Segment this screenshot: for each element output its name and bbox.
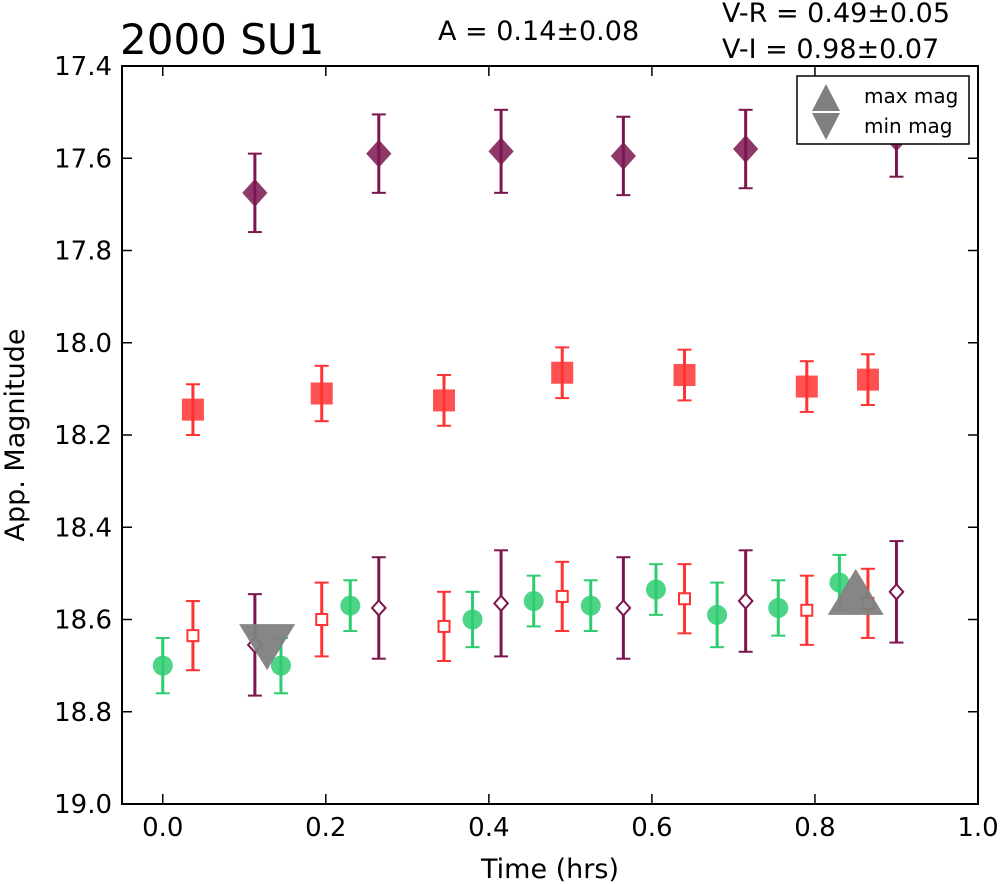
point-s3-square-4 (673, 364, 696, 387)
amplitude-label: A = 0.14±0.08 (438, 16, 639, 47)
point-s3-square-2 (433, 389, 456, 412)
max-mag-marker (827, 568, 884, 615)
y-tick-label-4: 18.2 (54, 421, 112, 451)
point-s0-circle-7 (707, 604, 728, 625)
point-s3-square-0 (181, 398, 204, 421)
point-s3-square-3 (551, 361, 574, 384)
point-s1-square-5 (800, 603, 814, 617)
point-s0-circle-4 (523, 591, 544, 612)
x-tick-label-0: 0.0 (142, 813, 183, 843)
x-tick-label-3: 0.6 (631, 813, 672, 843)
x-tick-label-2: 0.4 (468, 813, 509, 843)
legend-max-label: max mag (864, 84, 958, 108)
y-tick-label-5: 18.4 (54, 513, 112, 543)
y-tick-label-1: 17.6 (54, 144, 112, 174)
legend-min-label: min mag (864, 114, 953, 138)
y-tick-label-0: 17.4 (54, 52, 112, 82)
y-tick-label-2: 17.8 (54, 237, 112, 267)
chart-title: 2000 SU1 (120, 15, 324, 64)
legend-min-marker (812, 113, 840, 140)
point-s1-square-1 (315, 613, 329, 626)
point-s1-square-0 (186, 629, 200, 643)
y-axis-label: App. Magnitude (0, 329, 31, 542)
legend-max-marker (812, 84, 840, 111)
point-s0-circle-0 (152, 655, 173, 676)
point-s3-square-1 (310, 382, 333, 405)
point-s0-circle-2 (340, 595, 361, 616)
point-s2-diamond-1 (370, 598, 387, 617)
point-s1-square-2 (437, 619, 451, 633)
point-s0-circle-6 (645, 579, 666, 600)
point-s0-circle-3 (462, 609, 483, 630)
y-tick-label-8: 19.0 (54, 790, 112, 820)
point-s4-diamond-4 (733, 135, 759, 164)
point-s3-square-6 (856, 368, 879, 391)
point-s4-diamond-0 (242, 178, 268, 207)
point-s0-circle-1 (270, 655, 291, 676)
point-s0-circle-8 (768, 597, 789, 618)
axis-ticks: 0.0 0.2 0.4 0.6 0.8 1.0 17.4 17.6 17.8 18.0 18.2 18… (54, 52, 999, 843)
point-s3-square-5 (795, 375, 818, 398)
y-tick-label-6: 18.6 (54, 606, 112, 636)
legend: max mag min mag (796, 75, 970, 145)
point-s4-diamond-2 (488, 137, 514, 166)
x-tick-label-4: 0.8 (794, 813, 835, 843)
point-s2-diamond-4 (737, 592, 754, 611)
point-s2-diamond-3 (615, 598, 632, 617)
x-axis-label: Time (hrs) (480, 854, 619, 884)
point-s1-square-3 (555, 589, 569, 603)
point-s2-diamond-2 (492, 594, 510, 613)
y-tick-label-3: 18.0 (54, 329, 112, 359)
point-s2-diamond-5 (888, 582, 905, 601)
x-tick-label-5: 1.0 (957, 813, 998, 843)
x-tick-label-1: 0.2 (305, 813, 346, 843)
point-s0-circle-5 (580, 595, 601, 616)
y-tick-label-7: 18.8 (54, 698, 112, 728)
point-s1-square-4 (678, 592, 692, 606)
color-index-vr: V-R = 0.49±0.05 (722, 0, 950, 29)
min-mag-marker (239, 624, 296, 671)
color-index-vi: V-I = 0.98±0.07 (722, 34, 939, 65)
point-s4-diamond-1 (366, 139, 392, 168)
plot-frame (121, 65, 979, 805)
point-s4-diamond-3 (610, 141, 636, 170)
